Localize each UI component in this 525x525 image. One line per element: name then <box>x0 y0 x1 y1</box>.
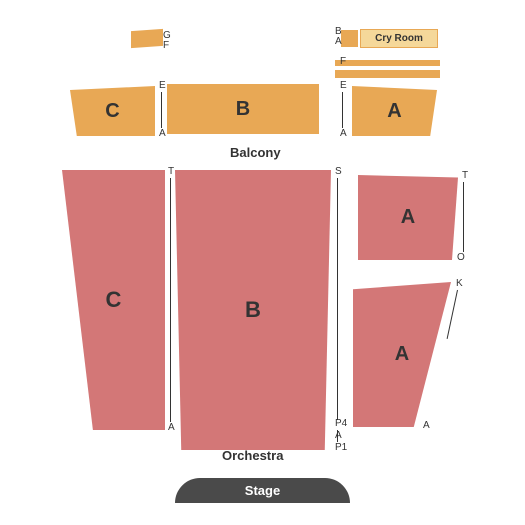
row-label: A <box>423 420 430 431</box>
balcony-strip-1 <box>335 60 440 66</box>
orchestra-section-a-lower[interactable]: A <box>353 282 451 427</box>
orchestra-a-lower-label: A <box>395 343 409 366</box>
row-label: A <box>335 430 342 441</box>
row-marker <box>447 290 458 339</box>
row-label: E <box>159 80 166 91</box>
cry-room[interactable]: Cry Room <box>360 29 438 48</box>
row-label: E <box>340 80 347 91</box>
balcony-box-left <box>131 29 163 48</box>
row-label: T <box>168 166 174 177</box>
orchestra-level-label: Orchestra <box>222 448 283 463</box>
balcony-section-b[interactable]: B <box>167 84 319 134</box>
orchestra-section-b[interactable]: B <box>175 170 331 450</box>
row-label: A <box>168 422 175 433</box>
row-marker <box>161 92 162 128</box>
orchestra-section-a-upper[interactable]: A <box>358 175 458 260</box>
stage: Stage <box>175 478 350 503</box>
cry-room-label: Cry Room <box>375 33 423 44</box>
row-label: S <box>335 166 342 177</box>
orchestra-b-label: B <box>245 297 261 323</box>
balcony-b-label: B <box>236 98 250 121</box>
row-marker <box>463 182 464 252</box>
orchestra-c-label: C <box>106 287 122 313</box>
row-marker <box>337 430 338 442</box>
row-label: F <box>340 56 346 67</box>
row-label: T <box>462 170 468 181</box>
balcony-section-a[interactable]: A <box>352 86 437 136</box>
balcony-a-label: A <box>387 100 401 123</box>
row-label: K <box>456 278 463 289</box>
row-label: P1 <box>335 442 347 453</box>
row-marker <box>170 178 171 422</box>
row-label: A <box>340 128 347 139</box>
row-label: F <box>163 40 169 51</box>
row-label: O <box>457 252 465 263</box>
stage-label: Stage <box>245 483 280 498</box>
balcony-level-label: Balcony <box>230 145 281 160</box>
row-marker <box>337 178 338 420</box>
row-label: A <box>335 36 342 47</box>
row-marker <box>342 92 343 128</box>
balcony-box-right <box>341 30 358 47</box>
row-label: A <box>159 128 166 139</box>
balcony-strip-2 <box>335 70 440 78</box>
balcony-section-c[interactable]: C <box>70 86 155 136</box>
orchestra-a-upper-label: A <box>401 206 415 229</box>
balcony-c-label: C <box>105 100 119 123</box>
orchestra-section-c[interactable]: C <box>62 170 165 430</box>
